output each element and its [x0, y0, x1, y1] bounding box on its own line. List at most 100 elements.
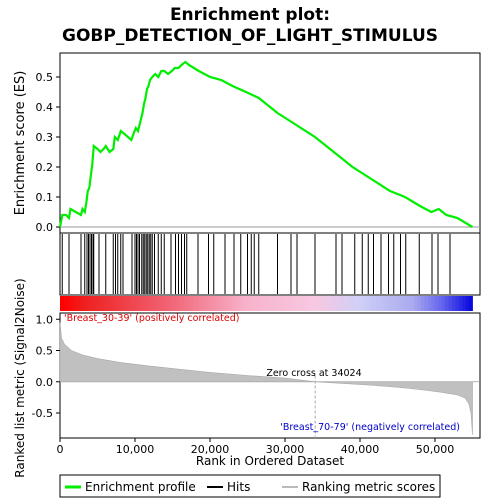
colorbar-segment: [121, 296, 126, 311]
colorbar-segment: [455, 296, 460, 311]
colorbar-segment: [111, 296, 116, 311]
colorbar-segment: [386, 296, 391, 311]
es-y-tick-label: 0.5: [36, 71, 54, 84]
colorbar-segment: [293, 296, 298, 311]
colorbar-segment: [97, 296, 102, 311]
x-tick-label: 0: [57, 443, 64, 456]
es-panel: [59, 52, 481, 234]
colorbar-segment: [218, 296, 222, 311]
colorbar-segment: [355, 296, 360, 311]
colorbar-segment: [348, 296, 353, 311]
colorbar-segment: [445, 296, 449, 311]
es-y-axis: 0.0 0.1 0.2 0.3 0.4 0.5: [36, 71, 60, 234]
colorbar-segment: [125, 296, 130, 311]
colorbar-segment: [87, 296, 92, 311]
colorbar-segment: [170, 296, 174, 311]
colorbar-segment: [145, 296, 150, 311]
colorbar-segment: [211, 296, 216, 311]
colorbar-segment: [183, 296, 188, 311]
colorbar-segment: [396, 296, 401, 311]
colorbar-segment: [101, 296, 106, 311]
colorbar-segment: [139, 296, 143, 311]
legend-label-enrichment: Enrichment profile: [85, 480, 196, 494]
colorbar-segment: [94, 296, 99, 311]
legend-label-ranking: Ranking metric scores: [302, 480, 435, 494]
colorbar-segment: [108, 296, 112, 311]
colorbar-segment: [365, 296, 370, 311]
es-y-tick-label: 0.4: [36, 101, 54, 114]
colorbar-segment: [341, 296, 346, 311]
hit-markers: [61, 234, 451, 294]
colorbar-segment: [345, 296, 350, 311]
colorbar-segment: [458, 296, 463, 311]
colorbar-segment: [451, 296, 456, 311]
colorbar-segment: [427, 296, 432, 311]
zero-cross-label: Zero cross at 34024: [266, 368, 361, 379]
colorbar-segment: [424, 296, 429, 311]
colorbar-segment: [307, 296, 312, 311]
x-axis: 0 10,000 20,000 30,000 40,000 50,000: [57, 438, 455, 456]
colorbar-segment: [290, 296, 295, 311]
colorbar-segment: [448, 296, 453, 311]
colorbar-segment: [142, 296, 147, 311]
colorbar-segment: [372, 296, 377, 311]
rank-colorbar: [60, 296, 473, 311]
colorbar-segment: [273, 296, 277, 311]
colorbar-segment: [176, 296, 181, 311]
colorbar-segment: [441, 296, 446, 311]
chart-title-line1: Enrichment plot:: [170, 5, 330, 25]
legend-label-hits: Hits: [227, 480, 250, 494]
metric-curve-group: [59, 322, 480, 438]
colorbar-segment: [77, 296, 82, 311]
colorbar-segment: [297, 296, 302, 311]
colorbar-segment: [200, 296, 205, 311]
x-tick-label: 50,000: [416, 443, 455, 456]
colorbar-segment: [115, 296, 119, 311]
colorbar-segment: [70, 296, 75, 311]
colorbar-segment: [231, 296, 236, 311]
colorbar-segment: [190, 296, 195, 311]
colorbar-segment: [310, 296, 315, 311]
colorbar-segment: [132, 296, 137, 311]
colorbar-segment: [434, 296, 439, 311]
colorbar-segment: [63, 296, 68, 311]
colorbar-segment: [317, 296, 322, 311]
x-tick-label: 30,000: [266, 443, 305, 456]
colorbar-segment: [324, 296, 329, 311]
colorbar-segment: [221, 296, 226, 311]
colorbar-segment: [249, 296, 253, 311]
x-tick-label: 10,000: [116, 443, 155, 456]
x-tick-label: 20,000: [191, 443, 230, 456]
colorbar-segment: [383, 296, 387, 311]
colorbar-segment: [225, 296, 229, 311]
colorbar-segment: [197, 296, 202, 311]
metric-y-tick-label: 1.0: [36, 313, 54, 326]
colorbar-segment: [214, 296, 219, 311]
colorbar-segment: [228, 296, 233, 311]
colorbar-segment: [152, 296, 157, 311]
colorbar-segment: [66, 296, 71, 311]
colorbar-segment: [252, 296, 257, 311]
colorbar-segment: [300, 296, 305, 311]
colorbar-segment: [245, 296, 250, 311]
colorbar-segment: [420, 296, 425, 311]
es-y-axis-label: Enrichment score (ES): [13, 71, 28, 216]
colorbar-segment: [194, 296, 198, 311]
colorbar-segment: [255, 296, 260, 311]
ranking-metric-area: [59, 322, 473, 435]
colorbar-segment: [438, 296, 442, 311]
colorbar-segment: [283, 296, 288, 311]
es-y-tick-label: 0.1: [36, 191, 54, 204]
colorbar-segment: [266, 296, 271, 311]
colorbar-segment: [80, 296, 85, 311]
colorbar-segment: [407, 296, 412, 311]
colorbar-segment: [462, 296, 467, 311]
colorbar-segment: [73, 296, 78, 311]
colorbar-segment: [410, 296, 415, 311]
colorbar-segment: [314, 296, 319, 311]
colorbar-segment: [431, 296, 436, 311]
colorbar-segment: [84, 296, 88, 311]
colorbar-segment: [235, 296, 240, 311]
colorbar-segment: [304, 296, 308, 311]
legend-box: [59, 474, 441, 498]
